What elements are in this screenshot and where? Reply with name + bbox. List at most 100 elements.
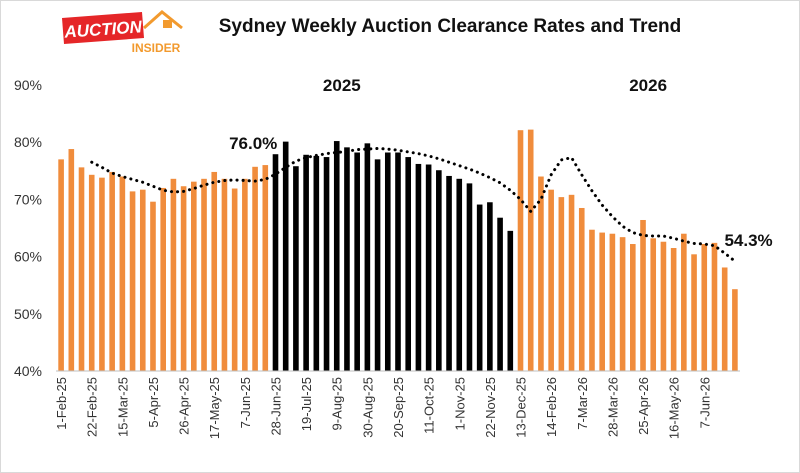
year-label: 2025 [323, 76, 361, 95]
bar [129, 191, 136, 371]
x-tick-label: 14-Feb-26 [544, 377, 559, 437]
y-tick-label: 40% [14, 363, 42, 379]
bar [262, 165, 269, 371]
bar [466, 183, 473, 371]
annotations: 76.0% 54.3% [229, 134, 773, 250]
bar [272, 154, 279, 371]
bar [170, 178, 177, 371]
bar [568, 194, 575, 371]
y-tick-label: 80% [14, 134, 42, 150]
x-tick-label: 19-Jul-25 [299, 377, 314, 431]
bar [78, 167, 85, 371]
bar [88, 174, 95, 371]
bar [415, 163, 422, 371]
bar [599, 232, 605, 371]
bar [487, 202, 493, 371]
x-tick-label: 20-Sep-25 [391, 377, 406, 438]
bar [211, 171, 218, 371]
bar [650, 238, 657, 371]
bar [436, 170, 442, 371]
data-annotation: 76.0% [229, 134, 277, 153]
bar [395, 152, 401, 371]
bar [191, 181, 197, 371]
bar [384, 152, 391, 371]
bar [293, 166, 299, 371]
bar [282, 141, 289, 371]
x-tick-label: 11-Oct-25 [422, 377, 437, 434]
x-tick-label: 26-Apr-25 [177, 377, 192, 435]
x-tick-label: 22-Feb-25 [85, 377, 100, 437]
bar [313, 155, 320, 371]
bar [578, 207, 585, 371]
bar [99, 177, 105, 371]
bar [201, 178, 207, 371]
x-axis-labels: 1-Feb-25 22-Feb-25 15-Mar-25 5-Apr-25 26-Apr… [54, 377, 712, 439]
y-tick-label: 60% [14, 249, 42, 265]
bars [58, 129, 738, 371]
bar [364, 143, 371, 371]
bar [721, 267, 728, 371]
bar [425, 164, 432, 371]
year-label: 2026 [629, 76, 667, 95]
y-tick-label: 70% [14, 191, 42, 207]
x-tick-label: 13-Dec-25 [514, 377, 529, 438]
bar [119, 176, 126, 371]
bar [109, 171, 115, 371]
x-tick-label: 25-Apr-26 [636, 377, 651, 435]
logo-text-bottom: INSIDER [132, 41, 181, 55]
bar [660, 241, 667, 371]
y-axis-labels: 40% 50% 60% 70% 80% 90% [14, 77, 42, 379]
bar [589, 229, 595, 371]
x-tick-label: 7-Mar-26 [575, 377, 590, 430]
bar [160, 187, 166, 371]
bar [476, 204, 483, 371]
bar [527, 129, 534, 371]
bar [68, 149, 75, 371]
x-tick-label: 30-Aug-25 [360, 377, 375, 438]
bar [711, 242, 718, 371]
bar [507, 230, 514, 371]
data-annotation: 54.3% [724, 231, 772, 250]
bar [374, 159, 381, 371]
bar [640, 219, 646, 371]
bar [630, 244, 636, 371]
trend [90, 146, 737, 263]
bar [150, 201, 156, 371]
bar [139, 189, 146, 371]
bar [231, 188, 238, 371]
bar [354, 152, 360, 371]
bar [497, 217, 503, 371]
bar [538, 176, 544, 371]
y-tick-label: 50% [14, 306, 42, 322]
bar [701, 244, 708, 371]
trend-line [90, 146, 737, 263]
bar [242, 178, 248, 371]
bar [558, 197, 565, 371]
bar [548, 189, 554, 371]
x-tick-label: 15-Mar-25 [115, 377, 130, 437]
bar [405, 157, 412, 371]
x-tick-label: 9-Aug-25 [330, 377, 345, 430]
bar [446, 175, 452, 371]
year-labels: 2025 2026 [323, 76, 667, 95]
bar [333, 141, 340, 371]
auction-insider-logo: AUCTION INSIDER [62, 10, 183, 55]
bar [344, 147, 350, 371]
x-tick-label: 5-Apr-25 [146, 377, 161, 428]
bar [517, 130, 524, 371]
chart-title: Sydney Weekly Auction Clearance Rates an… [218, 16, 682, 37]
bar [221, 178, 228, 371]
bar [670, 248, 677, 371]
logo-house-icon [143, 10, 183, 30]
bar [732, 289, 738, 371]
x-tick-label: 1-Feb-25 [54, 377, 69, 430]
x-tick-label: 22-Nov-25 [483, 377, 498, 438]
bar [681, 233, 687, 371]
bar [252, 166, 258, 371]
x-tick-label: 1-Nov-25 [452, 377, 467, 430]
logo-house-window-icon [163, 20, 172, 28]
bar [180, 186, 187, 371]
x-tick-label: 16-May-26 [667, 377, 682, 439]
bar [619, 237, 626, 371]
